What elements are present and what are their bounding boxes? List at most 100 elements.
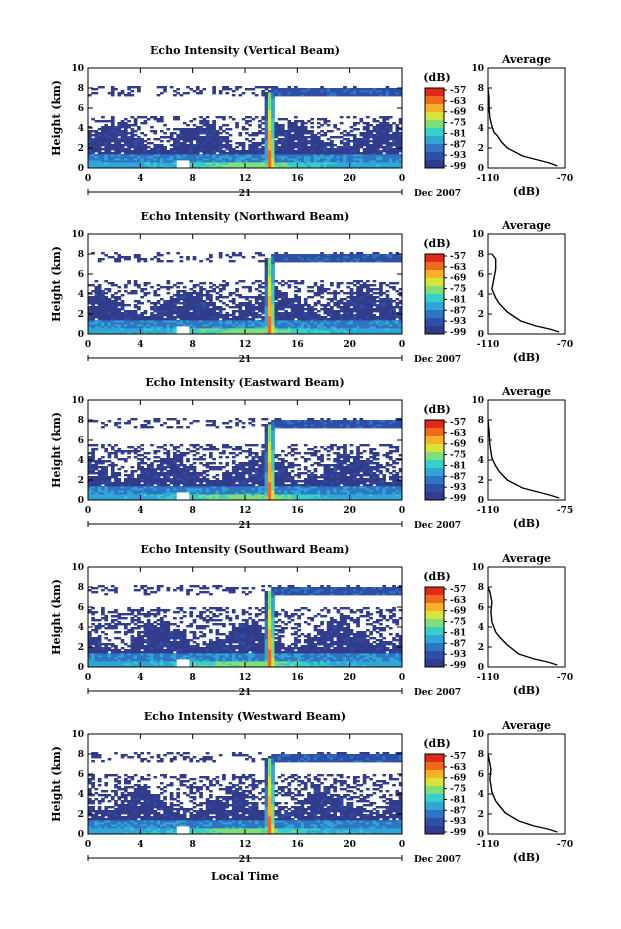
heatmap-cell: [395, 90, 400, 93]
heatmap-cell: [192, 144, 197, 147]
heatmap-cell: [91, 480, 95, 483]
heatmap-cell: [294, 310, 298, 313]
heatmap-cell: [215, 320, 220, 323]
heatmap-cell: [225, 164, 230, 167]
heatmap-cell: [359, 154, 364, 157]
heatmap-cell: [117, 126, 122, 129]
heatmap-cell: [316, 314, 321, 317]
heatmap-cell: [248, 134, 252, 137]
heatmap-cell: [97, 258, 102, 261]
heatmap-cell: [199, 142, 203, 145]
heatmap-cell: [176, 322, 180, 325]
heatmap-cell: [218, 332, 223, 335]
heatmap-cell: [274, 306, 279, 309]
heatmap-cell: [330, 92, 334, 95]
heatmap-cell: [254, 330, 259, 333]
heatmap-cell: [267, 124, 272, 127]
heatmap-cell: [107, 120, 112, 123]
y-tick-label: 8: [78, 84, 84, 94]
heatmap-cell: [303, 146, 308, 149]
y-tick-label: 10: [71, 230, 84, 240]
heatmap-cell: [231, 310, 236, 313]
heatmap-cell: [359, 328, 364, 331]
heatmap-cell: [238, 94, 243, 97]
heatmap-cell: [218, 320, 223, 323]
heatmap-cell: [267, 132, 272, 135]
heatmap-cell: [179, 132, 184, 135]
profile-y-tick-label: 6: [478, 104, 484, 114]
heatmap-cell: [271, 122, 275, 125]
heatmap-cell: [150, 306, 154, 309]
heatmap-cell: [385, 166, 390, 169]
heatmap-cell: [199, 292, 203, 295]
heatmap-cell: [294, 142, 298, 145]
x-tick-label: 12: [239, 340, 252, 350]
heatmap-cell: [97, 488, 102, 491]
heatmap-cell: [395, 154, 400, 157]
heatmap-cell: [392, 134, 396, 137]
heatmap-cell: [88, 320, 92, 323]
heatmap-cell: [202, 130, 207, 133]
heatmap-cell: [313, 284, 318, 287]
heatmap-cell: [372, 288, 377, 291]
heatmap-cell: [379, 258, 383, 261]
heatmap-cell: [159, 496, 164, 499]
heatmap-cell: [218, 92, 223, 95]
heatmap-cell: [333, 318, 337, 321]
heatmap-cell: [264, 262, 269, 265]
heatmap-cell: [294, 134, 298, 137]
heatmap-cell: [346, 296, 351, 299]
heatmap-cell: [104, 472, 109, 475]
heatmap-cell: [356, 162, 360, 165]
heatmap-cell: [280, 152, 285, 155]
heatmap-cell: [307, 332, 311, 335]
heatmap-cell: [326, 320, 331, 323]
heatmap-cell: [300, 158, 305, 161]
heatmap-cell: [140, 458, 144, 461]
heatmap-cell: [248, 300, 252, 303]
heatmap-cell: [316, 330, 321, 333]
heatmap-cell: [218, 156, 223, 159]
heatmap-cell: [127, 150, 131, 153]
heatmap-cell: [356, 326, 360, 329]
heatmap-cell: [156, 254, 161, 257]
heatmap-cell: [258, 162, 262, 165]
heatmap-cell: [274, 314, 279, 317]
heatmap-cell: [284, 328, 288, 331]
heatmap-cell: [330, 94, 334, 97]
heatmap-cell: [385, 116, 390, 119]
heatmap-cell: [339, 146, 344, 149]
heatmap-cell: [215, 132, 220, 135]
heatmap-cell: [287, 304, 292, 307]
heatmap-cell: [241, 152, 246, 155]
heatmap-cell: [352, 304, 357, 307]
heatmap-cell: [362, 310, 367, 313]
heatmap-cell: [271, 310, 275, 313]
heatmap-cell: [189, 132, 194, 135]
heatmap-cell: [156, 326, 161, 329]
heatmap-cell: [375, 152, 380, 155]
heatmap-cell: [225, 324, 230, 327]
heatmap-cell: [182, 290, 187, 293]
heatmap-cell: [101, 466, 105, 469]
heatmap-cell: [140, 330, 144, 333]
heatmap-cell: [166, 304, 171, 307]
heatmap-cell: [114, 486, 118, 489]
heatmap-cell: [382, 318, 387, 321]
colorbar-tick-label: -81: [450, 129, 466, 139]
heatmap-cell: [120, 144, 125, 147]
heatmap-cell: [346, 282, 351, 285]
heatmap-cell: [284, 158, 288, 161]
heatmap-cell: [307, 158, 311, 161]
heatmap-cell: [130, 326, 135, 329]
heatmap-cell: [343, 304, 347, 307]
heatmap-cell: [91, 486, 95, 489]
heatmap-cell: [231, 306, 236, 309]
heatmap-cell: [395, 302, 400, 305]
heatmap-cell: [91, 476, 95, 479]
heatmap-cell: [107, 154, 112, 157]
heatmap-cell: [277, 88, 282, 91]
heatmap-cell: [362, 298, 367, 301]
heatmap-cell: [333, 302, 337, 305]
heatmap-cell: [385, 128, 390, 131]
